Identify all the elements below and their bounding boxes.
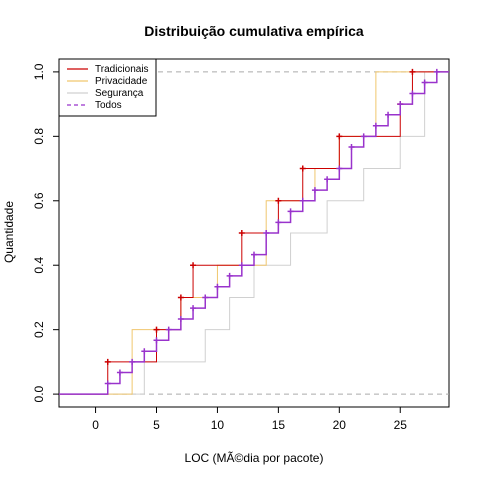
- series-0-point: [177, 294, 184, 301]
- series-3-point: [372, 122, 379, 129]
- series-0-point: [104, 358, 111, 365]
- legend-label: Privacidade: [95, 76, 148, 87]
- series-3-point: [397, 101, 404, 108]
- series-3-point: [433, 68, 440, 75]
- y-tick-label: 0.2: [32, 321, 46, 338]
- x-tick-label: 0: [92, 418, 99, 432]
- legend-label: Tradicionais: [95, 64, 149, 75]
- axis-ticks: 0 5 10 15 20 25 0.0 0.2 0.4 0.6 0.8 1.0: [32, 63, 407, 432]
- y-tick-label: 0.6: [32, 192, 46, 209]
- series-0-point: [299, 165, 306, 172]
- y-tick-label: 1.0: [32, 63, 46, 80]
- series-3-point: [275, 219, 282, 226]
- series-0-point: [409, 68, 416, 75]
- y-tick-label: 0.4: [32, 257, 46, 274]
- series-3-point: [129, 358, 136, 365]
- series-3-point: [251, 251, 257, 258]
- series-3-point: [202, 294, 209, 301]
- plot-area: [59, 68, 449, 395]
- series-0-point: [336, 133, 343, 140]
- series-3-point: [177, 316, 184, 323]
- series-3-point: [104, 380, 111, 387]
- x-tick-label: 20: [333, 418, 347, 432]
- series-3-point: [238, 262, 245, 269]
- series-3-point: [153, 337, 160, 344]
- x-tick-label: 10: [211, 418, 225, 432]
- series-line-0: [59, 71, 449, 395]
- series-3-point: [214, 283, 221, 290]
- series-3-point: [299, 197, 306, 204]
- series-3-point: [336, 165, 343, 172]
- series-3-point: [421, 79, 428, 86]
- series-0-point: [153, 326, 160, 333]
- x-tick-label: 25: [394, 418, 408, 432]
- y-tick-label: 0.8: [32, 128, 46, 145]
- series-3-point: [287, 208, 294, 215]
- series-3-point: [311, 187, 318, 194]
- y-axis-label: Quantidade: [2, 201, 16, 263]
- series-3-point: [360, 133, 367, 140]
- series-line-3: [59, 71, 449, 395]
- series-3-point: [324, 176, 331, 183]
- series-3-point: [141, 348, 148, 355]
- series-0-point: [190, 262, 197, 269]
- series-3-point: [165, 326, 172, 333]
- series-3-point: [226, 272, 233, 279]
- series-3-point: [348, 143, 355, 150]
- legend-label: Todos: [95, 100, 122, 111]
- series-line-2: [59, 71, 449, 395]
- x-axis-label: LOC (MÃ©dia por pacote): [185, 451, 324, 465]
- plot-frame: [58, 58, 450, 408]
- chart-title: Distribuição cumulativa empírica: [144, 23, 364, 39]
- x-tick-label: 15: [272, 418, 286, 432]
- series-3-point: [190, 305, 197, 312]
- series-3-point: [409, 90, 416, 97]
- legend-label: Segurança: [95, 88, 144, 99]
- series-0-point: [238, 230, 245, 236]
- series-3-point: [263, 230, 270, 236]
- y-tick-label: 0.0: [32, 385, 46, 402]
- x-tick-label: 5: [153, 418, 160, 432]
- series-3-point: [385, 111, 392, 118]
- series-0-point: [275, 197, 282, 204]
- series-3-point: [116, 369, 123, 376]
